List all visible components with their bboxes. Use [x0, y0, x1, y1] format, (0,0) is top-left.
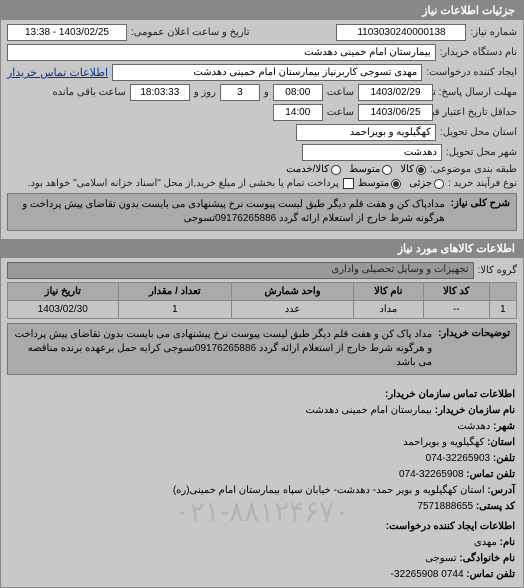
- valid-date: 1403/06/25: [358, 104, 433, 121]
- valid-time: 14:00: [273, 104, 323, 121]
- cb-city-label: شهر:: [493, 421, 515, 432]
- radio-low-label: جزئی: [409, 178, 432, 189]
- radio-goods-service[interactable]: [331, 165, 341, 175]
- cb-addr-value: استان کهگیلویه و بویر حمد- دهدشت- خیابان…: [173, 485, 485, 496]
- table-row: 1 -- مداد عدد 1 1403/02/30: [8, 301, 517, 319]
- td-qty: 1: [118, 301, 232, 319]
- cb-prov-value: کهگیلویه و بویراحمد: [403, 437, 484, 448]
- notes-box: توضیحات خریدار: مداد پاک کن و هفت قلم دی…: [7, 323, 517, 375]
- deadline-time-label: ساعت: [327, 87, 354, 98]
- cr-fam-value: تسوجی: [425, 553, 456, 564]
- deadline-time: 08:00: [273, 84, 323, 101]
- cr-phone-label: تلفن تماس:: [466, 569, 515, 580]
- contact-buyer-title: اطلاعات تماس سازمان خریدار:: [9, 387, 515, 403]
- th-name: نام کالا: [353, 283, 423, 301]
- contact-requester-title: اطلاعات ایجاد کننده درخواست:: [9, 519, 515, 535]
- notes-text: مداد پاک کن و هفت قلم دیگر طبق لیست پیوس…: [14, 328, 432, 370]
- valid-time-label: ساعت: [327, 107, 354, 118]
- public-date-label: تاریخ و ساعت اعلان عمومی:: [131, 27, 250, 38]
- main-desc-label: شرح کلی نیاز:: [451, 198, 510, 226]
- cr-phone-value: 0744 32265908-: [391, 569, 464, 580]
- treasury-checkbox[interactable]: [343, 178, 354, 189]
- purchase-type-label: نوع فرآیند خرید :: [448, 178, 517, 189]
- cr-name-value: مهدی: [474, 537, 497, 548]
- deadline-date: 1403/02/29: [358, 84, 433, 101]
- packaging-label: طبقه بندی موضوعی:: [430, 164, 517, 175]
- request-no-value: 1103030240000138: [336, 24, 466, 41]
- td-date: 1403/02/30: [8, 301, 119, 319]
- cb-addr-label: آدرس:: [487, 485, 515, 496]
- cb-prov-label: استان:: [487, 437, 515, 448]
- radio-goods-label: کالا: [400, 164, 414, 175]
- td-code: --: [423, 301, 489, 319]
- cr-fam-label: نام خانوادگی:: [459, 553, 515, 564]
- province-value: کهگیلویه و بویراحمد: [296, 124, 436, 141]
- contact-buyer-section: اطلاعات تماس سازمان خریدار: نام سازمان خ…: [1, 383, 523, 587]
- cb-post-value: 7571888655: [417, 501, 473, 512]
- city-label: شهر محل تحویل:: [446, 147, 517, 158]
- request-no-label: شماره نیاز:: [470, 27, 517, 38]
- notes-label: توضیحات خریدار:: [438, 328, 510, 370]
- td-name: مداد: [353, 301, 423, 319]
- radio-goods[interactable]: [416, 165, 426, 175]
- main-header: جزئیات اطلاعات نیاز: [1, 1, 523, 20]
- th-unit: واحد شمارش: [232, 283, 354, 301]
- province-label: استان محل تحویل:: [440, 127, 517, 138]
- remain-and: و: [264, 87, 269, 98]
- th-code: کد کالا: [423, 283, 489, 301]
- packaging-radio-group: کالا متوسط کالا/خدمت: [286, 164, 426, 175]
- radio-low[interactable]: [434, 179, 444, 189]
- cb-org-label: نام سازمان خریدار:: [435, 405, 515, 416]
- cb-phone-label: تلفن:: [493, 453, 515, 464]
- cb-fax-label: تلفن تماس:: [466, 469, 515, 480]
- th-qty: تعداد / مقدار: [118, 283, 232, 301]
- radio-med2[interactable]: [391, 179, 401, 189]
- buyer-org-value: بیمارستان امام خمینی دهدشت: [7, 44, 436, 61]
- goods-header: اطلاعات کالاهای مورد نیاز: [1, 239, 523, 258]
- table-header-row: کد کالا نام کالا واحد شمارش تعداد / مقدا…: [8, 283, 517, 301]
- radio-goods-service-label: کالا/خدمت: [286, 164, 329, 175]
- cr-name-label: نام:: [500, 537, 515, 548]
- purchase-type-radio-group: جزئی متوسط: [358, 178, 444, 189]
- td-idx: 1: [489, 301, 516, 319]
- remain-time: 18:03:33: [130, 84, 190, 101]
- valid-label: حداقل تاریخ اعتبار قیمت: تا تاریخ:: [437, 107, 517, 118]
- city-value: دهدشت: [302, 144, 442, 161]
- deadline-label: مهلت ارسال پاسخ: تا تاریخ:: [437, 87, 517, 98]
- th-date: تاریخ نیاز: [8, 283, 119, 301]
- requester-value: مهدی تسوجی کاربرنیاز بیمارستان امام خمین…: [112, 64, 422, 81]
- cb-fax-value: 32265908-074: [399, 469, 464, 480]
- main-desc-text: مدادپاک کن و هفت قلم دیگر طبق لیست پیوست…: [14, 198, 445, 226]
- radio-medium-label: متوسط: [349, 164, 380, 175]
- cb-city-value: دهدشت: [457, 421, 490, 432]
- main-desc-box: شرح کلی نیاز: مدادپاک کن و هفت قلم دیگر …: [7, 193, 517, 231]
- td-unit: عدد: [232, 301, 354, 319]
- cb-org-value: بیمارستان امام خمینی دهدشت: [306, 405, 432, 416]
- buyer-contact-link[interactable]: اطلاعات تماس خریدار: [7, 66, 108, 79]
- radio-med2-label: متوسط: [358, 178, 389, 189]
- purchase-note: پرداخت تمام یا بخشی از مبلغ خرید,از محل …: [7, 178, 339, 189]
- remain-days: 3: [220, 84, 260, 101]
- group-value: تجهیزات و وسایل تحصیلی واداری: [7, 262, 474, 279]
- public-date-value: 1403/02/25 - 13:38: [7, 24, 127, 41]
- cb-post-label: کد پستی:: [476, 501, 515, 512]
- buyer-org-label: نام دستگاه خریدار:: [440, 47, 517, 58]
- remain-days-label: روز و: [194, 87, 216, 98]
- th-idx: [489, 283, 516, 301]
- requester-label: ایجاد کننده درخواست:: [426, 67, 517, 78]
- remain-hours-label: ساعت باقی مانده: [52, 87, 125, 98]
- cb-phone-value: 32265903-074: [426, 453, 491, 464]
- group-label: گروه کالا:: [478, 265, 517, 276]
- goods-table: کد کالا نام کالا واحد شمارش تعداد / مقدا…: [7, 282, 517, 319]
- radio-medium[interactable]: [382, 165, 392, 175]
